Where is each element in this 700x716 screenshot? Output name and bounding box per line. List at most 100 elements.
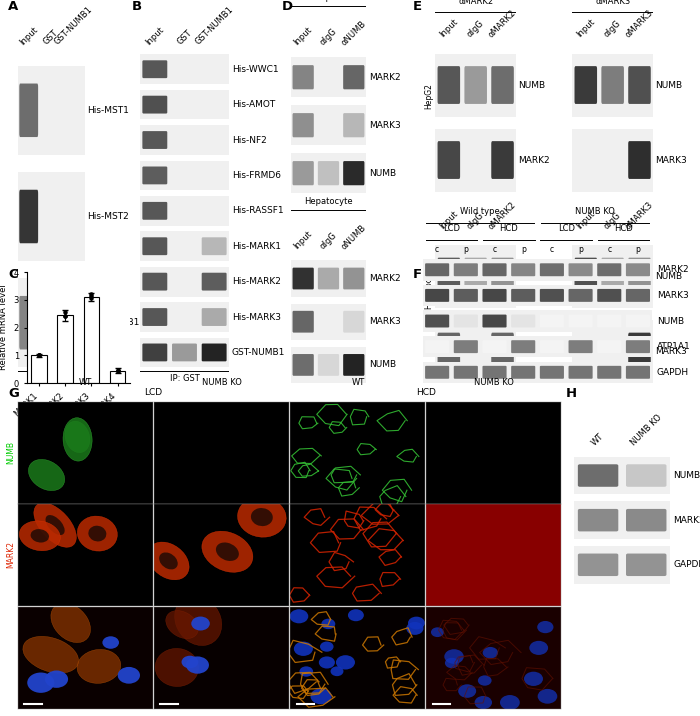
Circle shape [336, 655, 355, 669]
FancyBboxPatch shape [293, 161, 314, 185]
FancyBboxPatch shape [142, 237, 167, 255]
Text: WT: WT [79, 378, 92, 387]
Circle shape [45, 670, 68, 688]
Text: His-MARK3: His-MARK3 [232, 313, 281, 321]
Text: αNUMB: αNUMB [340, 19, 368, 47]
Text: Merge/DAPI: Merge/DAPI [6, 635, 15, 679]
Text: MARK3: MARK3 [369, 317, 400, 326]
Text: HepG2: HepG2 [424, 83, 433, 109]
FancyBboxPatch shape [20, 190, 38, 243]
Circle shape [537, 621, 554, 633]
Circle shape [311, 688, 332, 705]
FancyBboxPatch shape [425, 366, 449, 379]
Point [112, 365, 123, 377]
FancyBboxPatch shape [491, 141, 514, 179]
FancyBboxPatch shape [142, 202, 167, 220]
FancyBboxPatch shape [438, 258, 460, 296]
Point [34, 349, 45, 361]
Bar [32, 355, 47, 383]
Circle shape [294, 642, 313, 656]
FancyBboxPatch shape [438, 141, 460, 179]
FancyBboxPatch shape [172, 344, 197, 362]
Circle shape [500, 695, 520, 710]
Circle shape [538, 689, 557, 704]
FancyBboxPatch shape [142, 273, 167, 291]
Circle shape [321, 619, 335, 629]
Text: His-NF2: His-NF2 [232, 135, 267, 145]
FancyBboxPatch shape [20, 84, 38, 137]
FancyBboxPatch shape [425, 314, 449, 327]
Text: Input: Input [575, 18, 596, 39]
Text: GST-NUMB1: GST-NUMB1 [52, 5, 94, 47]
FancyBboxPatch shape [628, 66, 651, 104]
Text: c: c [435, 245, 439, 253]
Text: αIgG: αIgG [318, 231, 339, 251]
Text: Wild type: Wild type [461, 207, 500, 216]
FancyBboxPatch shape [626, 289, 650, 302]
FancyBboxPatch shape [540, 263, 564, 276]
Bar [83, 297, 99, 383]
Text: His-MST1: His-MST1 [87, 106, 129, 115]
Text: NUMB: NUMB [673, 471, 700, 480]
Text: His-FRMD6: His-FRMD6 [232, 171, 281, 180]
Circle shape [102, 637, 119, 649]
Ellipse shape [166, 611, 198, 639]
Text: HCD: HCD [614, 224, 633, 233]
FancyBboxPatch shape [142, 308, 167, 326]
Text: IP: GST: IP: GST [169, 374, 200, 383]
Text: MARK3: MARK3 [369, 121, 400, 130]
FancyBboxPatch shape [575, 258, 597, 296]
Text: NUMB: NUMB [6, 441, 15, 464]
Text: αMARK2: αMARK2 [487, 9, 518, 39]
Text: αMARK2: αMARK2 [487, 200, 518, 231]
FancyBboxPatch shape [454, 263, 478, 276]
Text: WT: WT [590, 432, 606, 448]
Text: NUMB: NUMB [519, 80, 545, 90]
FancyBboxPatch shape [142, 96, 167, 114]
FancyBboxPatch shape [491, 333, 514, 370]
Text: H: H [566, 387, 577, 400]
FancyBboxPatch shape [511, 366, 536, 379]
FancyBboxPatch shape [454, 366, 478, 379]
Text: αIgG: αIgG [466, 19, 486, 39]
FancyBboxPatch shape [626, 553, 666, 576]
Text: p: p [463, 245, 468, 253]
FancyBboxPatch shape [293, 113, 314, 137]
Text: MARK3: MARK3 [655, 155, 687, 165]
FancyBboxPatch shape [626, 314, 650, 327]
FancyBboxPatch shape [626, 464, 666, 487]
Text: His-MST2: His-MST2 [87, 212, 129, 221]
Point [112, 365, 123, 377]
FancyBboxPatch shape [343, 311, 365, 333]
FancyBboxPatch shape [601, 66, 624, 104]
Text: p: p [521, 245, 526, 253]
Ellipse shape [202, 531, 253, 572]
FancyBboxPatch shape [540, 314, 564, 327]
Text: LCD: LCD [145, 387, 162, 397]
Ellipse shape [77, 516, 118, 551]
FancyBboxPatch shape [454, 314, 478, 327]
Text: αIgG: αIgG [603, 19, 623, 39]
FancyBboxPatch shape [464, 66, 487, 104]
Text: Input: Input [438, 209, 460, 231]
Point [60, 310, 71, 321]
Circle shape [290, 609, 308, 624]
FancyBboxPatch shape [597, 263, 622, 276]
Text: MARK2: MARK2 [657, 265, 689, 274]
Text: GST-NUMB1: GST-NUMB1 [232, 348, 285, 357]
Text: His-MARK1: His-MARK1 [232, 242, 281, 251]
Text: His-WWC1: His-WWC1 [232, 64, 279, 74]
Ellipse shape [88, 526, 106, 541]
FancyBboxPatch shape [511, 314, 536, 327]
FancyBboxPatch shape [142, 167, 167, 184]
Text: c: c [493, 245, 496, 253]
FancyBboxPatch shape [343, 161, 365, 185]
Circle shape [529, 641, 548, 655]
FancyBboxPatch shape [464, 258, 487, 296]
Circle shape [445, 658, 458, 668]
Circle shape [348, 609, 364, 621]
FancyBboxPatch shape [511, 340, 536, 353]
FancyBboxPatch shape [482, 314, 507, 327]
FancyBboxPatch shape [425, 263, 449, 276]
Text: Hepatocyte: Hepatocyte [304, 197, 353, 205]
